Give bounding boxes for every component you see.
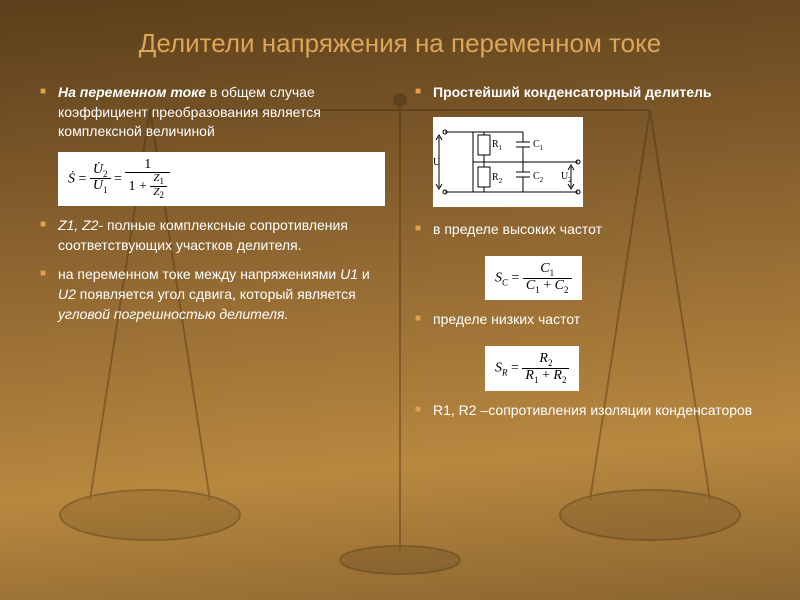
formula-s: Ṡ = U̇2 U̇1 = 1 1 + Z1 Z2	[58, 152, 385, 206]
f: R	[539, 351, 548, 366]
text: Простейший конденсаторный делитель	[433, 84, 712, 100]
text: в пределе высоких частот	[433, 221, 602, 237]
f: 2	[548, 358, 553, 368]
right-column: Простейший конденсаторный делитель U	[415, 83, 760, 430]
text: - полные комплексные сопротивления соотв…	[58, 217, 348, 253]
right-bullet-2: в пределе высоких частот	[415, 220, 760, 240]
f: +	[540, 278, 555, 293]
f: U̇	[93, 162, 103, 177]
f: 1	[550, 268, 555, 278]
right-bullet-4: R1, R2 –сопротивления изоляции конденсат…	[415, 401, 760, 421]
circuit-diagram: U R1 R2 C1	[433, 117, 583, 207]
left-bullet-3: на переменном токе между напряжениями U1…	[40, 265, 385, 324]
t: U	[433, 157, 441, 168]
f: C	[555, 278, 564, 293]
text: Z1, Z2	[58, 217, 98, 233]
f: R	[525, 368, 534, 383]
text: и	[358, 266, 370, 282]
f: S	[495, 270, 502, 285]
f: 2	[562, 375, 567, 385]
f: +	[538, 368, 553, 383]
f: 2	[564, 284, 569, 294]
left-column: На переменном токе в общем случае коэффи…	[40, 83, 385, 430]
f: =	[508, 360, 523, 375]
svg-text:C1: C1	[533, 139, 544, 152]
f: Ṡ	[68, 171, 75, 186]
right-bullet-1: Простейший конденсаторный делитель	[415, 83, 760, 103]
left-bullet-1: На переменном токе в общем случае коэффи…	[40, 83, 385, 142]
formula-sr: SR = R2 R1 + R2	[485, 346, 579, 391]
t: 1	[499, 144, 503, 152]
text: U1	[340, 266, 358, 282]
slide-title: Делители напряжения на переменном токе	[40, 28, 760, 59]
svg-text:R1: R1	[492, 139, 503, 152]
f: S	[495, 360, 502, 375]
text: U2	[58, 286, 76, 302]
f: C	[526, 278, 535, 293]
t: 2	[540, 176, 544, 184]
text: угловой погрешностью делителя.	[58, 306, 288, 322]
f: 1	[159, 176, 164, 186]
f: 1	[125, 158, 170, 173]
text: пределе низких частот	[433, 311, 580, 327]
text: R1, R2 –сопротивления изоляции конденсат…	[433, 402, 752, 418]
slide: Делители напряжения на переменном токе Н…	[0, 0, 800, 600]
text: На переменном токе	[58, 84, 210, 100]
t: 1	[540, 144, 544, 152]
svg-text:U: U	[433, 157, 441, 168]
f: U̇	[93, 178, 103, 193]
f: 2	[103, 168, 108, 178]
f: 1 +	[128, 179, 150, 194]
left-bullet-2: Z1, Z2- полные комплексные сопротивления…	[40, 216, 385, 255]
t: 2	[499, 177, 503, 185]
f: 2	[159, 190, 164, 200]
t: 2	[568, 176, 572, 184]
text: на переменном токе между напряжениями	[58, 266, 340, 282]
f: 1	[103, 185, 108, 195]
f: =	[508, 270, 523, 285]
f: C	[540, 261, 549, 276]
right-bullet-3: пределе низких частот	[415, 310, 760, 330]
text: появляется угол сдвига, который является	[76, 286, 356, 302]
content-columns: На переменном токе в общем случае коэффи…	[40, 83, 760, 430]
f: R	[553, 368, 562, 383]
formula-sc: SC = C1 C1 + C2	[485, 256, 582, 301]
svg-text:C2: C2	[533, 171, 544, 184]
svg-text:R2: R2	[492, 172, 503, 185]
